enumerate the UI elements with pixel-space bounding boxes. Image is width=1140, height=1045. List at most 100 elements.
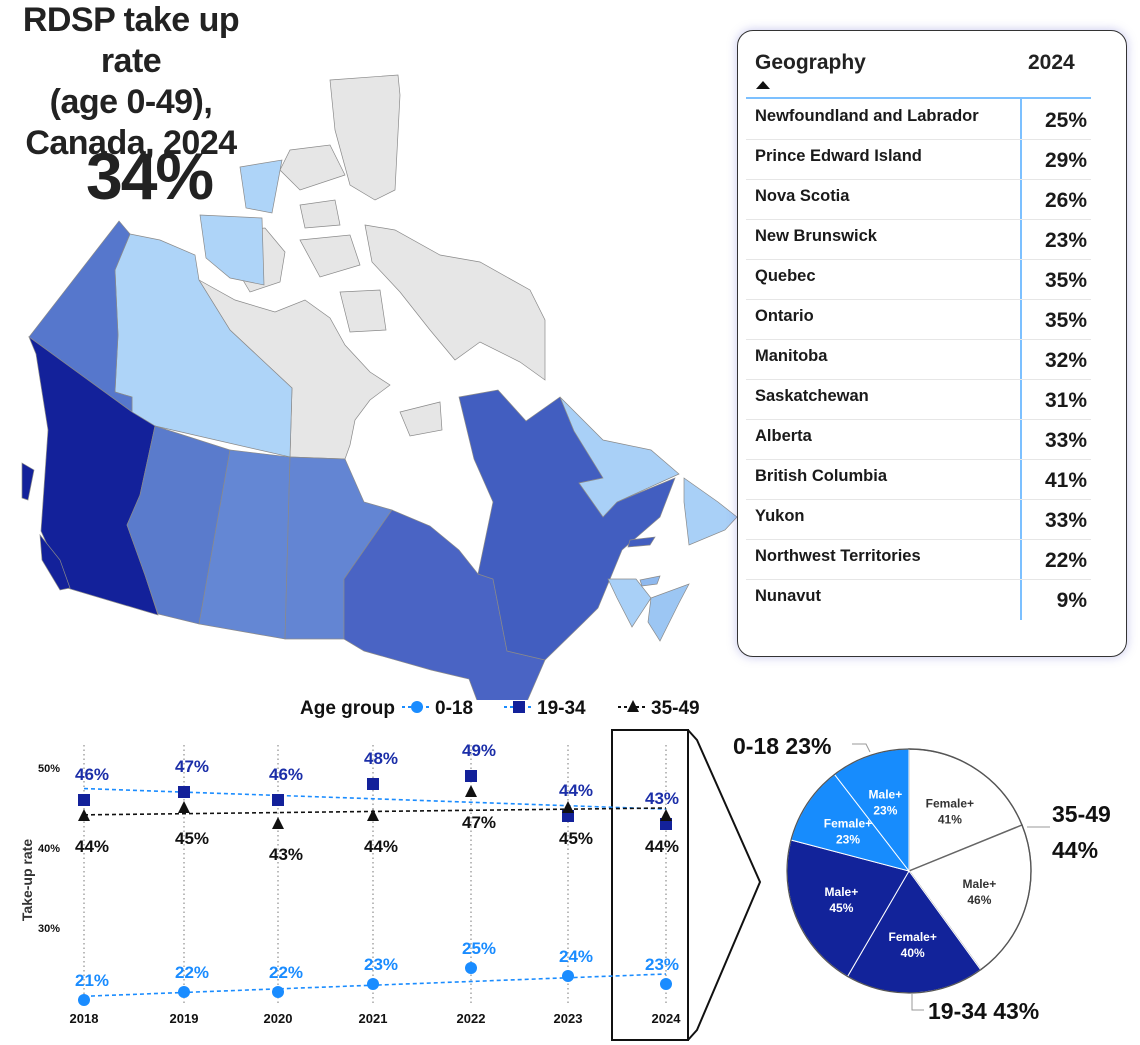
trendline-19-34 — [83, 787, 667, 810]
row-value: 41% — [1044, 469, 1087, 492]
pie-slice-label: Male+ — [963, 877, 997, 891]
data-label-35-49: 43% — [269, 845, 303, 864]
data-point-35-49 — [660, 809, 672, 821]
province-northwest-territories — [199, 214, 265, 286]
legend-marker-35-49 — [627, 700, 639, 712]
title-line: (age 0-49), — [49, 83, 213, 121]
data-label-19-34: 43% — [645, 789, 679, 808]
row-geography: Alberta — [755, 427, 812, 445]
column-divider — [1020, 98, 1022, 620]
province-british-columbia — [21, 462, 35, 501]
row-value: 25% — [1044, 109, 1087, 132]
data-point-19-34 — [367, 778, 379, 790]
data-label-19-34: 46% — [75, 765, 109, 784]
y-tick-label: 40% — [38, 843, 60, 855]
data-label-35-49: 44% — [75, 837, 109, 856]
pie-outline — [786, 748, 1032, 994]
row-value: 32% — [1044, 349, 1087, 372]
row-geography: Ontario — [755, 307, 814, 325]
row-geography: Northwest Territories — [755, 547, 921, 565]
pie-group-label-0-18: 0-18 23% — [733, 733, 831, 759]
pie-group-value-35-49: 44% — [1052, 837, 1098, 863]
data-point-0-18 — [367, 978, 379, 990]
legend-label: 0-18 — [435, 698, 473, 719]
pie-slice-35-49-Female — [908, 748, 1023, 873]
row-value: 35% — [1044, 309, 1087, 332]
row-geography: Yukon — [755, 507, 805, 525]
y-axis-label: Take-up rate — [19, 839, 35, 921]
row-value: 23% — [1044, 229, 1087, 252]
chart-legend: Age group 0-18 19-34 35-49 — [300, 698, 700, 719]
pie-slice-0-18-Male — [833, 748, 910, 873]
table-row[interactable]: Manitoba 32% — [746, 339, 1091, 380]
y-tick-label: 30% — [38, 923, 60, 935]
row-geography: British Columbia — [755, 467, 888, 485]
pie-slice-value: 45% — [829, 901, 853, 915]
pie-group-label-19-34: 19-34 43% — [928, 998, 1039, 1024]
table-row[interactable]: New Brunswick 23% — [746, 219, 1091, 260]
x-tick-label: 2018 — [70, 1011, 99, 1026]
row-value: 9% — [1056, 589, 1087, 612]
pie-slice-value: 23% — [873, 804, 897, 818]
table-row[interactable]: Nunavut 9% — [746, 579, 1091, 619]
pie-group-label-35-49: 35-49 — [1052, 801, 1111, 827]
table-row[interactable]: Quebec 35% — [746, 259, 1091, 300]
province-nova-scotia — [647, 583, 690, 642]
data-point-19-34 — [465, 770, 477, 782]
data-label-0-18: 25% — [462, 939, 496, 958]
title-line: RDSP take up rate — [22, 1, 240, 80]
column-header-geography[interactable]: Geography — [755, 51, 866, 74]
row-geography: Newfoundland and Labrador — [755, 107, 979, 125]
pie-slice-value: 46% — [967, 893, 991, 907]
province-newfoundland-and-labrador — [683, 477, 738, 546]
table-row[interactable]: Yukon 33% — [746, 499, 1091, 540]
table-row[interactable]: Saskatchewan 31% — [746, 379, 1091, 420]
data-label-35-49: 45% — [559, 829, 593, 848]
column-header-2024[interactable]: 2024 — [1028, 51, 1075, 74]
data-label-0-18: 22% — [175, 963, 209, 982]
legend-title: Age group — [300, 698, 395, 719]
pie-slice-value: 40% — [901, 946, 925, 960]
data-point-35-49 — [272, 817, 284, 829]
row-value: 33% — [1044, 429, 1087, 452]
data-label-0-18: 23% — [645, 955, 679, 974]
province-ontario — [343, 509, 546, 700]
data-point-35-49 — [562, 801, 574, 813]
table-row[interactable]: Nova Scotia 26% — [746, 179, 1091, 220]
table-row[interactable]: Newfoundland and Labrador 25% — [746, 99, 1091, 140]
table-row[interactable]: Alberta 33% — [746, 419, 1091, 460]
row-value: 35% — [1044, 269, 1087, 292]
data-label-19-34: 47% — [175, 757, 209, 776]
row-geography: Quebec — [755, 267, 816, 285]
data-label-35-49: 44% — [364, 837, 398, 856]
province-nunavut — [329, 74, 401, 201]
province-nunavut — [299, 234, 361, 278]
table-row[interactable]: Ontario 35% — [746, 299, 1091, 340]
data-label-0-18: 22% — [269, 963, 303, 982]
row-value: 29% — [1044, 149, 1087, 172]
data-label-35-49: 47% — [462, 813, 496, 832]
row-geography: Nunavut — [755, 587, 821, 605]
data-point-0-18 — [660, 978, 672, 990]
row-geography: Nova Scotia — [755, 187, 850, 205]
pie-slice-label: Female+ — [926, 796, 974, 810]
row-geography: Saskatchewan — [755, 387, 869, 405]
data-label-35-49: 44% — [645, 837, 679, 856]
pie-slice-label: Male+ — [825, 885, 859, 899]
data-label-0-18: 24% — [559, 947, 593, 966]
table-row[interactable]: Northwest Territories 22% — [746, 539, 1091, 580]
dashboard-title: RDSP take up rate (age 0-49), Canada, 20… — [0, 0, 262, 164]
data-point-0-18 — [465, 962, 477, 974]
sort-ascending-icon[interactable] — [756, 81, 770, 89]
x-tick-label: 2021 — [359, 1011, 388, 1026]
table-row[interactable]: British Columbia 41% — [746, 459, 1091, 500]
province-prince-edward-island — [639, 575, 661, 587]
data-point-19-34 — [562, 810, 574, 822]
province-quebec — [627, 536, 656, 548]
leader-line — [852, 743, 871, 753]
data-point-35-49 — [465, 785, 477, 797]
x-tick-label: 2020 — [264, 1011, 293, 1026]
data-point-0-18 — [272, 986, 284, 998]
title-line: Canada, 2024 — [25, 124, 237, 162]
table-row[interactable]: Prince Edward Island 29% — [746, 139, 1091, 180]
